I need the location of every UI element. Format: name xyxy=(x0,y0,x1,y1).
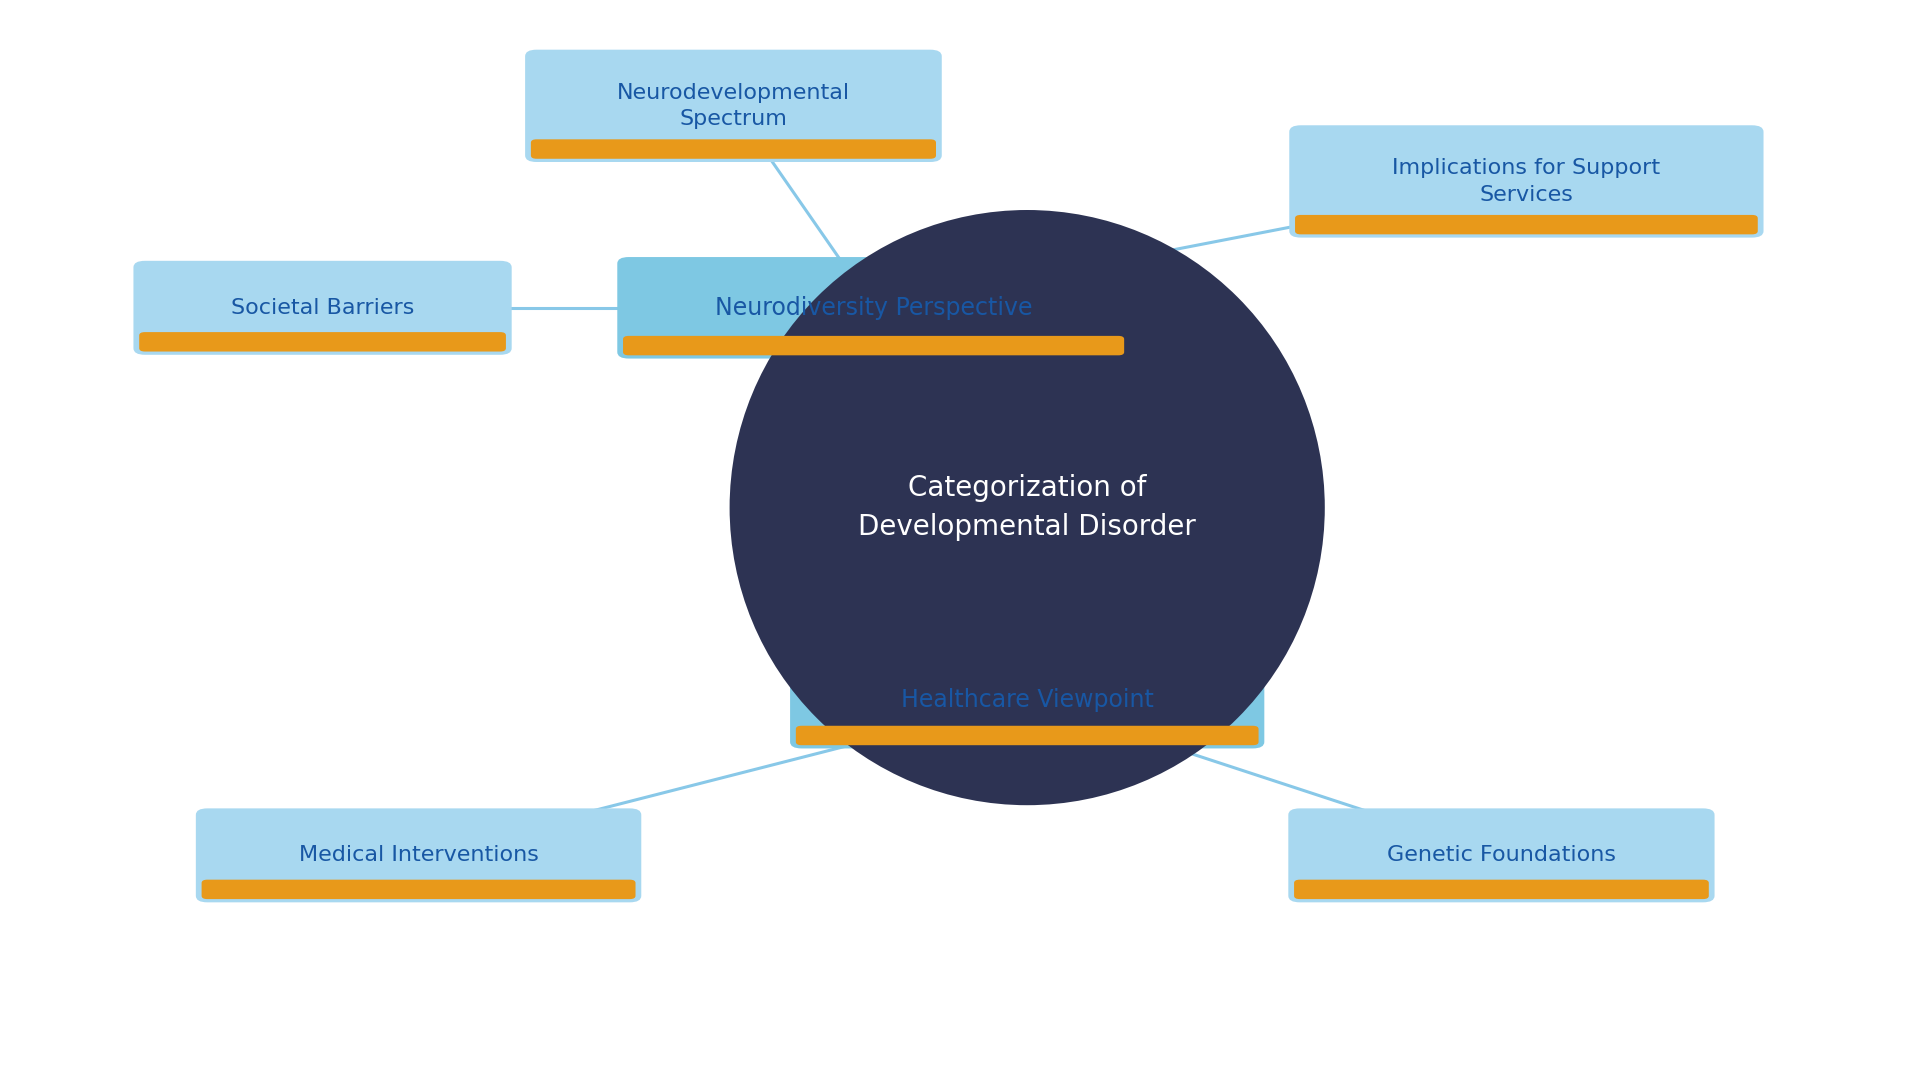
FancyBboxPatch shape xyxy=(791,651,1265,748)
FancyBboxPatch shape xyxy=(1288,808,1715,903)
FancyBboxPatch shape xyxy=(530,139,937,159)
Text: Genetic Foundations: Genetic Foundations xyxy=(1386,846,1617,865)
FancyBboxPatch shape xyxy=(202,879,636,899)
FancyBboxPatch shape xyxy=(622,336,1125,355)
FancyBboxPatch shape xyxy=(526,50,943,162)
Ellipse shape xyxy=(730,210,1325,806)
Text: Medical Interventions: Medical Interventions xyxy=(300,846,538,865)
FancyBboxPatch shape xyxy=(140,332,507,351)
Text: Categorization of
Developmental Disorder: Categorization of Developmental Disorder xyxy=(858,474,1196,541)
FancyBboxPatch shape xyxy=(618,257,1129,359)
Text: Neurodiversity Perspective: Neurodiversity Perspective xyxy=(714,296,1033,320)
Text: Neurodevelopmental
Spectrum: Neurodevelopmental Spectrum xyxy=(616,83,851,129)
Text: Societal Barriers: Societal Barriers xyxy=(230,298,415,318)
FancyBboxPatch shape xyxy=(1294,879,1709,899)
FancyBboxPatch shape xyxy=(797,726,1260,745)
Text: Implications for Support
Services: Implications for Support Services xyxy=(1392,159,1661,204)
FancyBboxPatch shape xyxy=(1290,125,1763,238)
FancyBboxPatch shape xyxy=(196,808,641,903)
Text: Healthcare Viewpoint: Healthcare Viewpoint xyxy=(900,688,1154,712)
FancyBboxPatch shape xyxy=(1294,215,1759,234)
FancyBboxPatch shape xyxy=(132,260,511,354)
